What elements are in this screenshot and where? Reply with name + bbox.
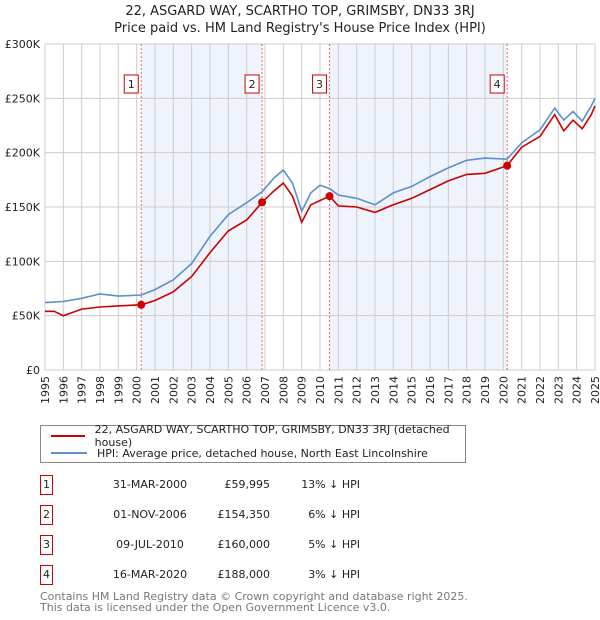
y-tick-label: £50K [12,310,41,323]
y-tick-label: £200K [5,147,41,160]
legend-item-property: 22, ASGARD WAY, SCARTHO TOP, GRIMSBY, DN… [51,423,465,449]
x-tick-label: 2003 [186,376,199,404]
sale-price: £59,995 [224,478,271,491]
sale-point [258,198,267,207]
sale-marker-badge: 4 [40,565,53,585]
x-tick-label: 2017 [442,376,455,404]
x-tick-label: 2016 [424,376,437,404]
sale-marker-badge: 1 [40,475,53,495]
x-tick-label: 2025 [589,376,600,404]
x-tick-label: 2005 [222,376,235,404]
footer-copyright: Contains HM Land Registry data © Crown c… [40,590,468,603]
sale-hpi-diff: 5% ↓ HPI [308,538,360,551]
sale-price: £160,000 [217,538,271,551]
sale-label: 2 [249,78,256,91]
legend-label-property: 22, ASGARD WAY, SCARTHO TOP, GRIMSBY, DN… [94,423,450,449]
x-tick-label: 2002 [167,376,180,404]
x-tick-label: 2011 [332,376,345,404]
x-tick-label: 2015 [406,376,419,404]
x-tick-label: 1996 [57,376,70,404]
sale-row: 4 16-MAR-2020 £188,000 3% ↓ HPI [40,565,440,585]
sale-label-box [312,74,328,94]
sale-row: 1 31-MAR-2000 £59,995 13% ↓ HPI [40,475,440,495]
sale-label-box [123,74,139,94]
sale-point [503,161,512,170]
sale-label: 1 [128,78,135,91]
legend: 22, ASGARD WAY, SCARTHO TOP, GRIMSBY, DN… [40,423,466,463]
x-tick-label: 2004 [204,376,217,404]
y-tick-label: £0 [26,364,40,377]
x-tick-label: 1997 [76,376,89,404]
y-tick-label: £100K [5,255,41,268]
hpi-line [44,97,596,304]
chart-title-line2: Price paid vs. HM Land Registry's House … [114,21,486,36]
sale-marker-badge: 3 [40,535,53,555]
plot-border [44,43,596,371]
x-tick-label: 1998 [94,376,107,404]
legend-item-hpi: HPI: Average price, detached house, Nort… [51,445,428,461]
x-tick-label: 2008 [277,376,290,404]
y-tick-label: £300K [5,38,41,51]
x-tick-label: 2014 [387,376,400,404]
x-tick-label: 2019 [479,376,492,404]
sale-date: 09-JUL-2010 [116,538,184,551]
sale-label: 3 [316,78,323,91]
footer-licence: This data is licensed under the Open Gov… [40,601,391,614]
legend-label-hpi: HPI: Average price, detached house, Nort… [97,446,428,460]
sale-point [325,192,334,201]
sale-hpi-diff: 6% ↓ HPI [308,508,360,521]
x-tick-label: 2022 [534,376,547,404]
x-tick-label: 2013 [369,376,382,404]
sale-date: 01-NOV-2006 [113,508,187,521]
sale-price: £188,000 [217,568,271,581]
x-tick-label: 2001 [149,376,162,404]
y-tick-label: £250K [5,92,41,105]
x-tick-label: 2020 [497,376,510,404]
sale-hpi-diff: 13% ↓ HPI [301,478,360,491]
x-tick-label: 2024 [571,376,584,404]
x-tick-label: 2012 [351,376,364,404]
sale-label-box [244,74,260,94]
sale-marker-badge: 2 [40,505,53,525]
price-chart: 1995 1996 1997 1998 1999 2000 2001 2002 2003 2004… [5,38,600,404]
legend-swatch-property [51,435,85,437]
x-tick-label: 2023 [552,376,565,404]
x-tick-label: 2010 [314,376,327,404]
sale-hpi-diff: 3% ↓ HPI [308,568,360,581]
sale-point [137,300,146,309]
sale-row: 2 01-NOV-2006 £154,350 6% ↓ HPI [40,505,440,525]
x-tick-label: 1999 [112,376,125,404]
y-tick-label: £150K [5,201,41,214]
sale-row: 3 09-JUL-2010 £160,000 5% ↓ HPI [40,535,440,555]
x-tick-label: 2009 [296,376,309,404]
sale-label: 4 [494,78,501,91]
x-tick-label: 2006 [241,376,254,404]
sale-date: 31-MAR-2000 [112,478,188,491]
x-tick-label: 2021 [516,376,529,404]
sale-date: 16-MAR-2020 [112,568,188,581]
chart-title-line1: 22, ASGARD WAY, SCARTHO TOP, GRIMSBY, DN… [125,4,475,19]
x-tick-label: 2007 [259,376,272,404]
x-tick-label: 2000 [131,376,144,404]
legend-swatch-hpi [51,452,87,454]
x-tick-label: 2018 [461,376,474,404]
sale-label-box [489,74,505,94]
x-tick-label: 1995 [39,376,52,404]
sale-price: £154,350 [217,508,271,521]
